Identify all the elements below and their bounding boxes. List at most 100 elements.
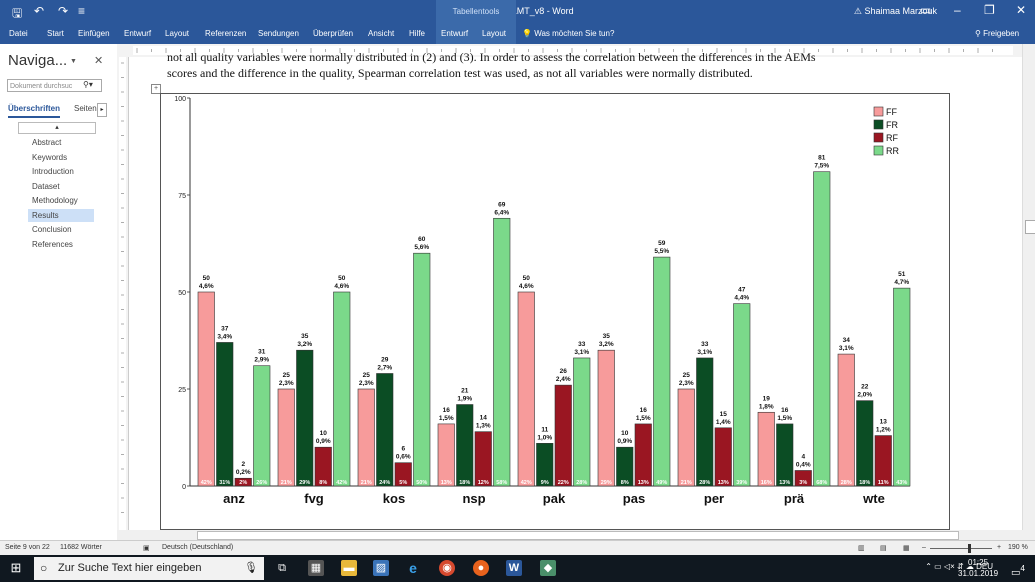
save-icon[interactable]: 🖫 <box>12 6 23 20</box>
vertical-scroll-thumb[interactable] <box>1025 220 1035 234</box>
tab-datei[interactable]: Datei <box>9 29 28 38</box>
zoom-out-icon[interactable]: – <box>922 544 926 551</box>
nav-options-icon[interactable]: ▼ <box>70 58 77 65</box>
tab-start[interactable]: Start <box>47 29 64 38</box>
tab-entwurf[interactable]: Entwurf <box>124 29 152 38</box>
nav-tab-pages[interactable]: Seiten <box>74 104 97 113</box>
nav-item-methodology[interactable]: Methodology <box>32 196 78 205</box>
bar-value-label: 16 <box>443 407 451 414</box>
redo-icon[interactable]: ↷ <box>58 4 69 18</box>
bar-value-label: 35 <box>603 333 611 340</box>
bar-ff-pas <box>597 349 615 487</box>
notifications-icon[interactable]: ▭4 <box>1010 563 1026 579</box>
tab-ueberpruefen[interactable]: Überprüfen <box>313 29 354 38</box>
bar-percent-label: 2,4% <box>556 376 571 383</box>
bar-value-label: 16 <box>781 407 789 414</box>
nav-item-introduction[interactable]: Introduction <box>32 167 74 176</box>
nav-item-results[interactable]: Results <box>28 208 94 222</box>
proofing-icon[interactable]: ▣ <box>143 545 150 552</box>
zoom-slider[interactable] <box>930 548 992 549</box>
nav-item-dataset[interactable]: Dataset <box>32 181 60 191</box>
chrome-icon[interactable]: ◉ <box>439 560 455 576</box>
bar-rr-nsp <box>493 217 511 487</box>
minimize-icon[interactable]: – <box>954 3 961 17</box>
bar-base-label: 31% <box>219 480 230 486</box>
word-count[interactable]: 11682 Wörter <box>60 544 102 551</box>
microphone-icon[interactable]: 🎙 <box>244 562 258 574</box>
vertical-ruler[interactable] <box>117 57 129 530</box>
undo-icon[interactable]: ↶ <box>34 4 45 18</box>
horizontal-scrollbar[interactable] <box>117 530 1035 540</box>
calculator-icon[interactable]: ▦ <box>308 560 324 576</box>
edge-icon[interactable]: e <box>409 560 417 576</box>
vertical-scrollbar[interactable] <box>1022 44 1035 530</box>
nav-tab-headings[interactable]: Überschriften <box>8 104 61 118</box>
share-button[interactable]: ⚲ Freigeben <box>975 29 1019 38</box>
ribbon-tabs: Datei Start Einfügen Entwurf Layout Refe… <box>0 24 1035 44</box>
web-layout-icon[interactable]: ▦ <box>903 545 910 552</box>
print-layout-icon[interactable]: ▤ <box>880 545 887 552</box>
nav-search-input[interactable]: Dokument durchsuc <box>7 79 102 92</box>
collapse-all-icon[interactable]: ▴ <box>18 122 96 134</box>
bar-base-label: 8% <box>319 480 327 486</box>
bar-base-label: 58% <box>496 480 507 486</box>
close-icon[interactable]: ✕ <box>1016 3 1027 17</box>
x-category-label: nsp <box>462 491 485 506</box>
maximize-icon[interactable]: ❐ <box>984 3 995 17</box>
body-line-2: scores and the difference in the quality… <box>167 66 753 80</box>
tell-me-box[interactable]: 💡 Was möchten Sie tun? <box>522 29 614 38</box>
nav-item-conclusion[interactable]: Conclusion <box>32 225 72 234</box>
ribbon-display-options-icon[interactable]: ▭ <box>920 3 932 17</box>
zoom-level[interactable]: 190 % <box>1008 544 1028 551</box>
task-view-icon[interactable]: ⧉ <box>278 562 286 574</box>
read-mode-icon[interactable]: ▥ <box>858 545 865 552</box>
app-icon[interactable]: ◆ <box>540 560 556 576</box>
bar-percent-label: 1,5% <box>439 415 454 422</box>
nav-item-keywords[interactable]: Keywords <box>32 152 68 162</box>
page-count[interactable]: Seite 9 von 22 <box>5 544 50 551</box>
tabletools-header: Tabellentools <box>436 0 516 24</box>
bar-chart[interactable]: 0255075100504,6%42%373,4%31%20,2%2%312,9… <box>160 93 950 530</box>
bar-percent-label: 0,9% <box>316 438 331 445</box>
language-indicator-tray[interactable]: DEU <box>976 562 993 571</box>
tab-hilfe[interactable]: Hilfe <box>409 29 426 38</box>
horizontal-scroll-thumb[interactable] <box>197 531 959 540</box>
nav-tab-more-icon[interactable]: ▸ <box>97 103 107 117</box>
tab-sendungen[interactable]: Sendungen <box>258 29 299 38</box>
bar-value-label: 37 <box>221 325 229 332</box>
bar-percent-label: 7,5% <box>814 163 829 170</box>
document-page[interactable]: not all quality variables were normally … <box>129 50 1022 530</box>
document-title: PAPER_ICCLMT_v8 - Word <box>461 6 574 16</box>
nav-item-references[interactable]: References <box>32 239 73 249</box>
bar-fr-wte <box>856 400 874 487</box>
clock[interactable]: 01:25 31.01.2019 <box>958 557 998 579</box>
tab-ansicht[interactable]: Ansicht <box>368 29 395 38</box>
search-icon[interactable]: ⚲▾ <box>83 80 93 89</box>
nav-close-icon[interactable]: ✕ <box>94 55 104 67</box>
user-name[interactable]: ⚠ Shaimaa Marzouk <box>853 6 937 16</box>
firefox-icon[interactable]: ● <box>473 560 489 576</box>
file-explorer-icon[interactable]: ▬ <box>341 560 357 576</box>
zoom-slider-knob[interactable] <box>968 544 971 553</box>
windows-start-icon[interactable]: ⊞ <box>10 560 22 575</box>
bar-value-label: 25 <box>363 372 371 379</box>
table-move-handle-icon[interactable]: + <box>151 84 161 94</box>
bar-fr-prä <box>776 423 794 487</box>
photos-icon[interactable]: ▨ <box>373 560 389 576</box>
tab-table-layout[interactable]: Layout <box>482 29 507 38</box>
zoom-in-icon[interactable]: + <box>997 544 1002 551</box>
legend-swatch-fr <box>873 119 884 130</box>
customize-quick-access-icon[interactable]: ≡ <box>78 4 86 18</box>
language-indicator[interactable]: Deutsch (Deutschland) <box>162 544 234 551</box>
bar-value-label: 26 <box>560 368 568 375</box>
bar-rr-wte <box>893 287 911 487</box>
tab-layout[interactable]: Layout <box>165 29 190 38</box>
tab-table-entwurf[interactable]: Entwurf <box>441 29 469 38</box>
lightbulb-icon: 💡 <box>522 29 532 38</box>
tab-referenzen[interactable]: Referenzen <box>205 29 247 38</box>
word-taskbar-icon[interactable]: W <box>506 560 522 576</box>
tab-einfuegen[interactable]: Einfügen <box>78 29 110 38</box>
taskbar-search-input[interactable]: ○ Zur Suche Text hier eingeben 🎙 <box>34 557 264 580</box>
system-tray[interactable]: ⌃ ▭ ◁× ⇵ ☁ DEU <box>925 562 993 571</box>
nav-item-abstract[interactable]: Abstract <box>32 138 62 147</box>
